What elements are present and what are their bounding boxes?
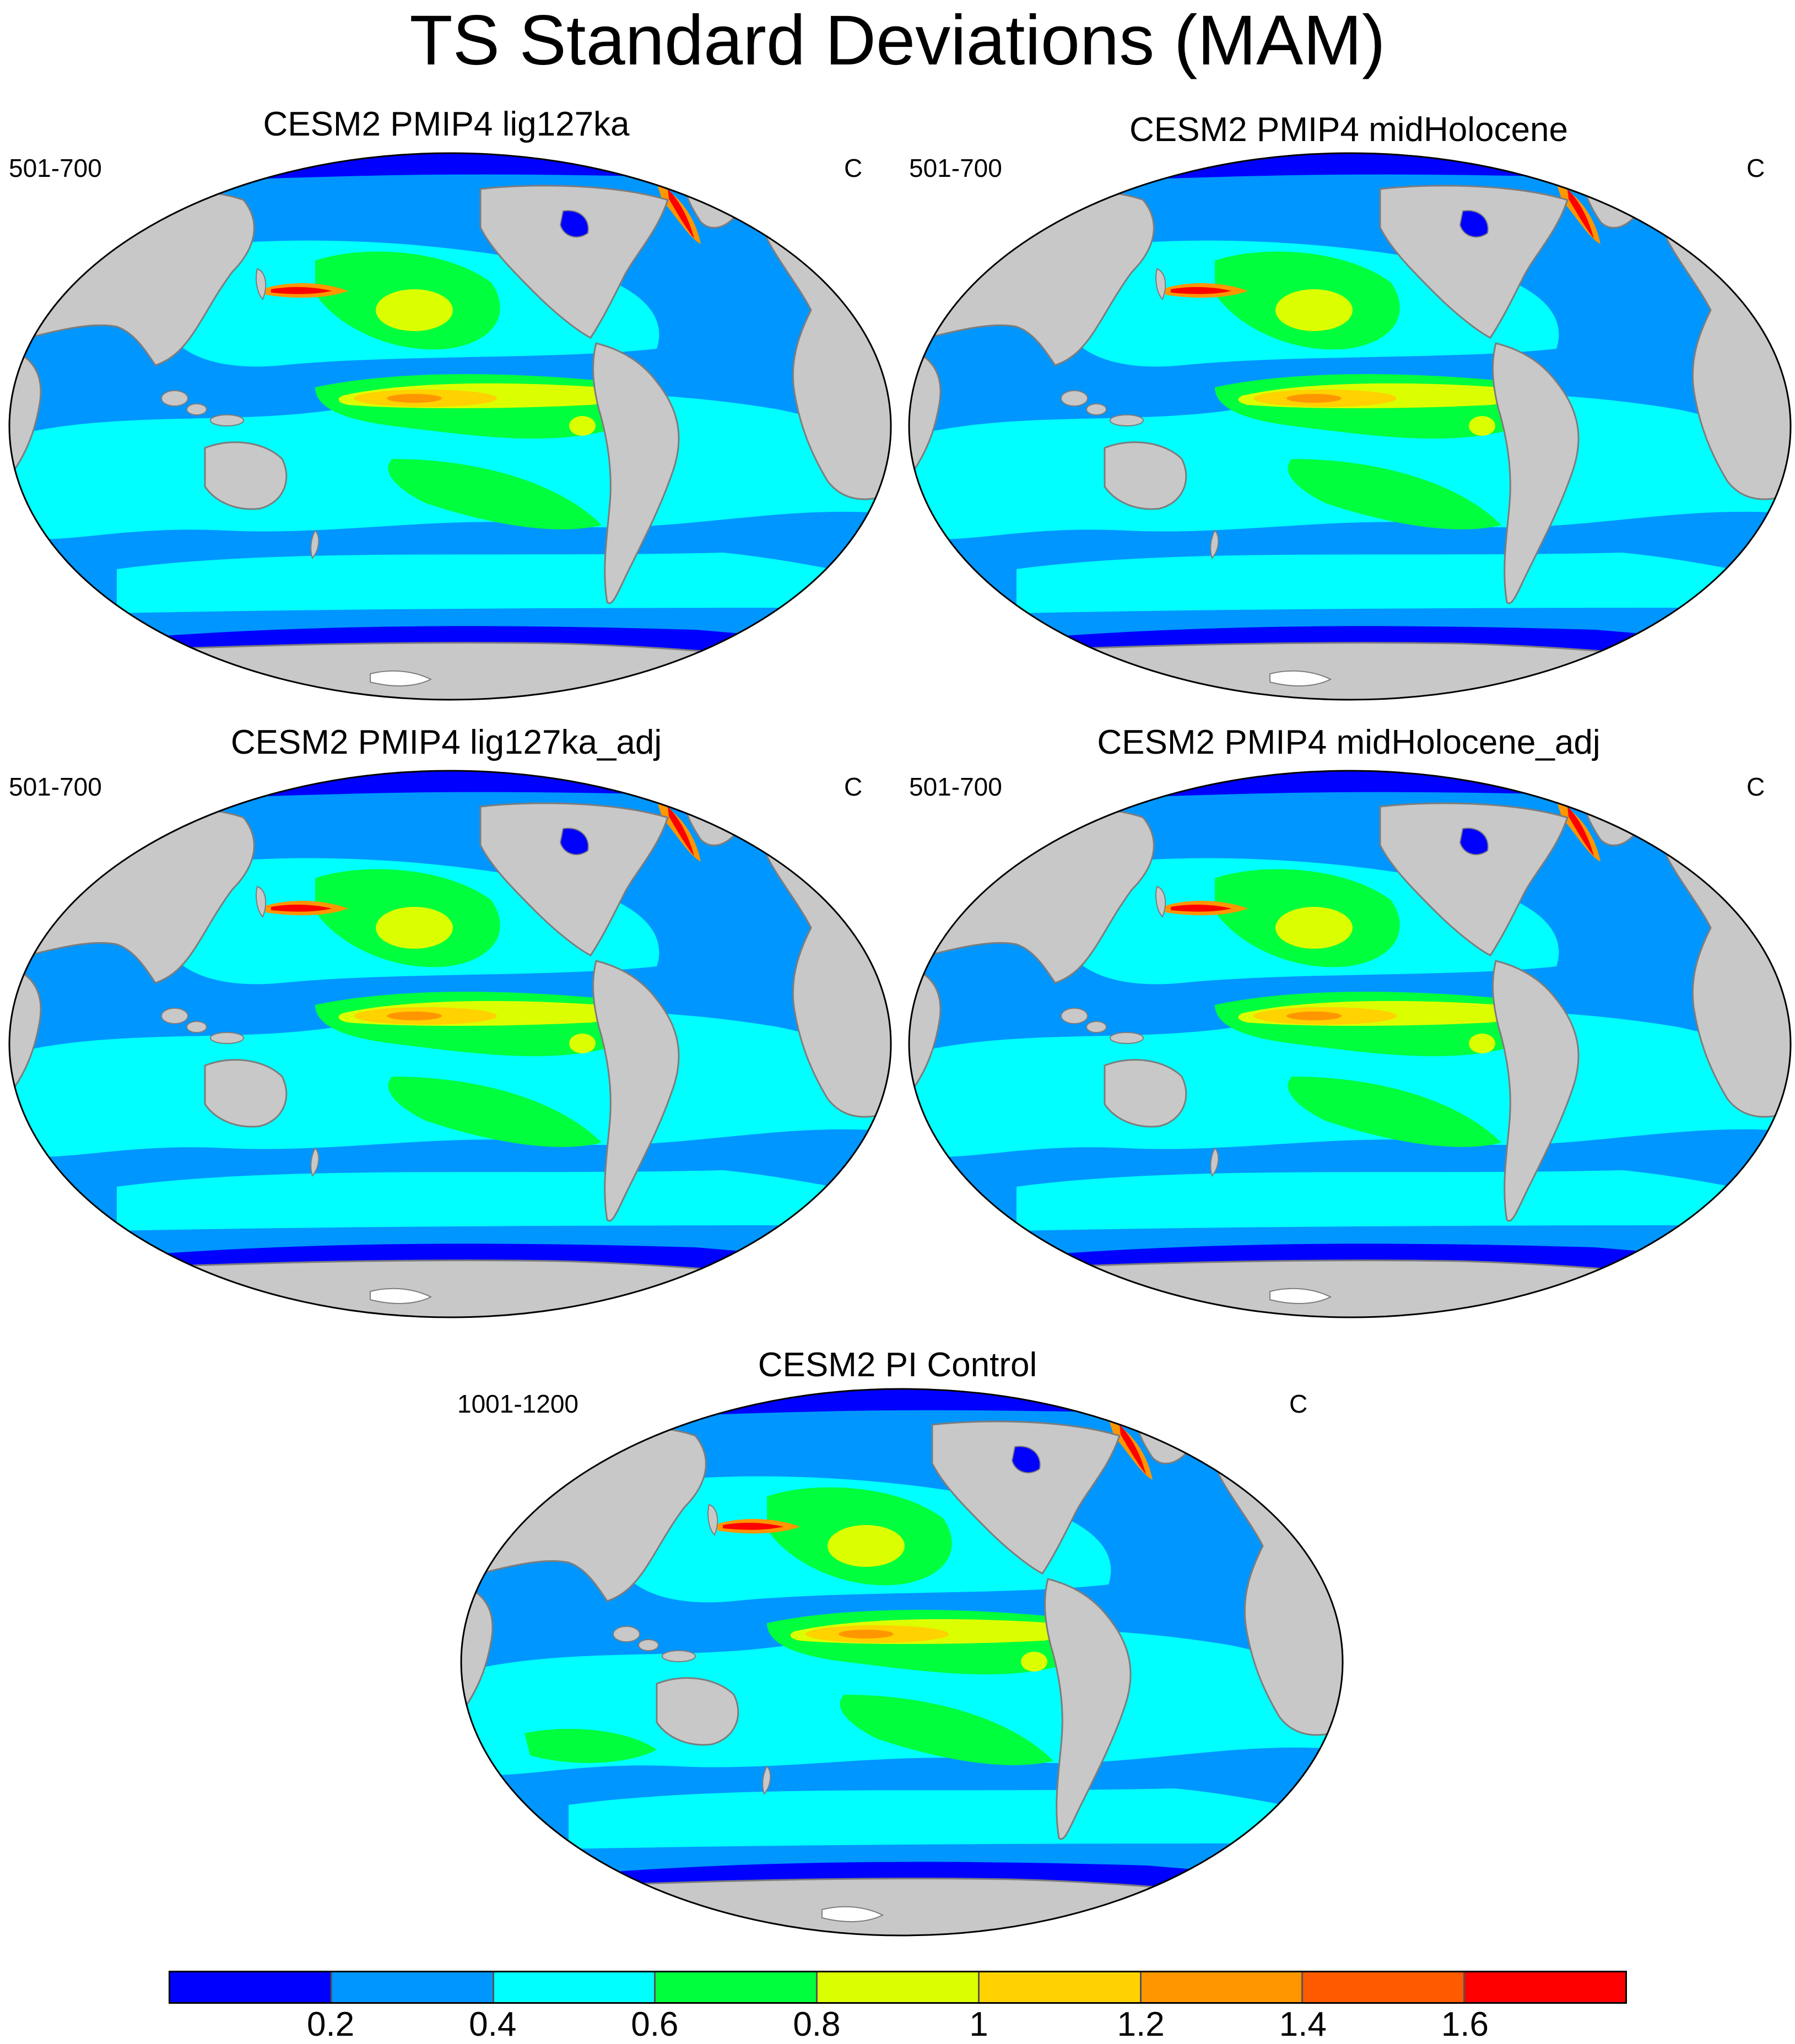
landmass xyxy=(592,960,680,1222)
colorbar-tick-label: 0.6 xyxy=(631,2005,679,2043)
units-label: C xyxy=(1747,772,1765,801)
period-label: 501-700 xyxy=(9,154,102,182)
landmass xyxy=(1104,1059,1187,1128)
panel-title: CESM2 PMIP4 lig127ka xyxy=(263,105,630,143)
colorbar-box xyxy=(494,1972,656,2002)
colorbar-box xyxy=(170,1972,332,2002)
colorbar xyxy=(169,1971,1627,2004)
figure-title: TS Standard Deviations (MAM) xyxy=(409,1,1386,80)
period-label: 501-700 xyxy=(909,772,1002,801)
colorbar-box xyxy=(1303,1972,1466,2002)
colorbar-tick-label: 1.4 xyxy=(1279,2005,1327,2043)
period-label: 501-700 xyxy=(9,772,102,801)
landmass xyxy=(1044,1578,1132,1840)
landmass xyxy=(204,441,288,510)
landmass xyxy=(592,342,680,604)
landmass xyxy=(1104,441,1187,510)
colorbar-box xyxy=(979,1972,1142,2002)
colorbar-tick-label: 0.4 xyxy=(469,2005,517,2043)
units-label: C xyxy=(1289,1389,1308,1418)
landmass xyxy=(656,1677,739,1746)
landmass xyxy=(1492,342,1580,604)
map-panel xyxy=(908,152,1792,701)
panel-title: CESM2 PI Control xyxy=(758,1346,1037,1384)
colorbar-box xyxy=(1465,1972,1626,2002)
landmass xyxy=(204,1059,288,1128)
colorbar-box xyxy=(1141,1972,1304,2002)
panel-title: CESM2 PMIP4 midHolocene xyxy=(1129,111,1568,149)
landmass xyxy=(479,802,669,956)
panel-title: CESM2 PMIP4 midHolocene_adj xyxy=(1097,723,1601,761)
colorbar-box xyxy=(332,1972,494,2002)
map-panel xyxy=(460,1388,1344,1937)
units-label: C xyxy=(844,772,863,801)
colorbar-tick-label: 1 xyxy=(969,2005,988,2043)
map-panel xyxy=(8,152,892,701)
landmass xyxy=(1492,960,1580,1222)
map-field xyxy=(9,771,891,1317)
landmass xyxy=(909,1259,1791,1317)
panel-title: CESM2 PMIP4 lig127ka_adj xyxy=(230,723,662,761)
colorbar-tick-label: 1.6 xyxy=(1441,2005,1489,2043)
map-panel xyxy=(908,770,1792,1318)
colorbar-box xyxy=(818,1972,980,2002)
landmass xyxy=(461,1878,1343,1935)
period-label: 501-700 xyxy=(909,154,1002,182)
colorbar-tick-label: 0.2 xyxy=(307,2005,355,2043)
map-panel xyxy=(8,770,892,1318)
landmass xyxy=(909,642,1791,700)
landmass xyxy=(931,1420,1121,1575)
landmass xyxy=(9,1259,891,1317)
colorbar-tick-label: 0.8 xyxy=(793,2005,841,2043)
landmass xyxy=(1379,802,1569,956)
colorbar-box xyxy=(656,1972,818,2002)
colorbar-tick-label: 1.2 xyxy=(1117,2005,1165,2043)
units-label: C xyxy=(844,154,863,182)
landmass xyxy=(9,642,891,700)
landmass xyxy=(1379,185,1569,339)
landmass xyxy=(479,185,669,339)
units-label: C xyxy=(1747,154,1765,182)
period-label: 1001-1200 xyxy=(457,1389,578,1418)
